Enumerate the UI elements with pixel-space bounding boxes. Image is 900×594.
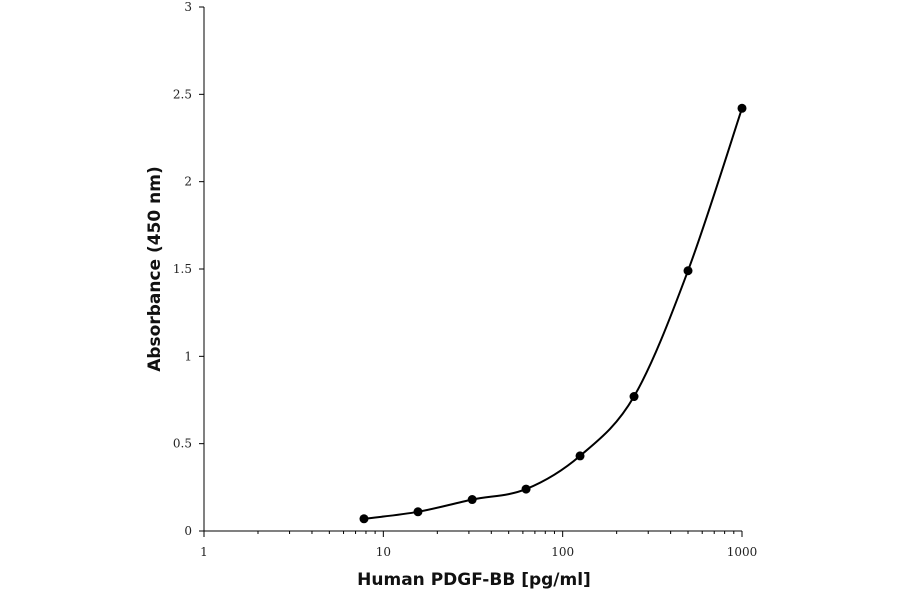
axis-ticks: 0 0.5 1 1.5 2 2.5 3 1 10 100 1000: [173, 0, 757, 559]
y-axis-title: Absorbance (450 nm): [145, 166, 165, 372]
y-tick-label: 2.5: [173, 87, 192, 101]
data-point: [683, 266, 693, 276]
y-tick-label: 1.5: [173, 262, 192, 276]
y-tick-label: 0: [184, 524, 192, 538]
data-point: [629, 392, 639, 402]
y-tick-label: 0.5: [173, 437, 192, 451]
y-tick-label: 2: [184, 175, 192, 189]
data-point: [737, 103, 747, 113]
x-axis-title: Human PDGF-BB [pg/ml]: [357, 570, 591, 590]
data-point: [413, 507, 423, 517]
x-tick-label: 1: [200, 545, 208, 559]
data-point: [575, 451, 585, 461]
data-point: [359, 514, 369, 524]
data-point: [467, 495, 477, 505]
y-tick-label: 1: [184, 349, 192, 363]
axes: [203, 7, 742, 532]
series-line: [363, 107, 743, 520]
data-points: [359, 103, 747, 524]
x-tick-label: 100: [551, 545, 574, 559]
data-point: [521, 484, 531, 494]
curve-layer: [363, 107, 743, 520]
y-tick-label: 3: [184, 0, 192, 14]
x-tick-label: 10: [376, 545, 391, 559]
x-tick-label: 1000: [727, 545, 758, 559]
